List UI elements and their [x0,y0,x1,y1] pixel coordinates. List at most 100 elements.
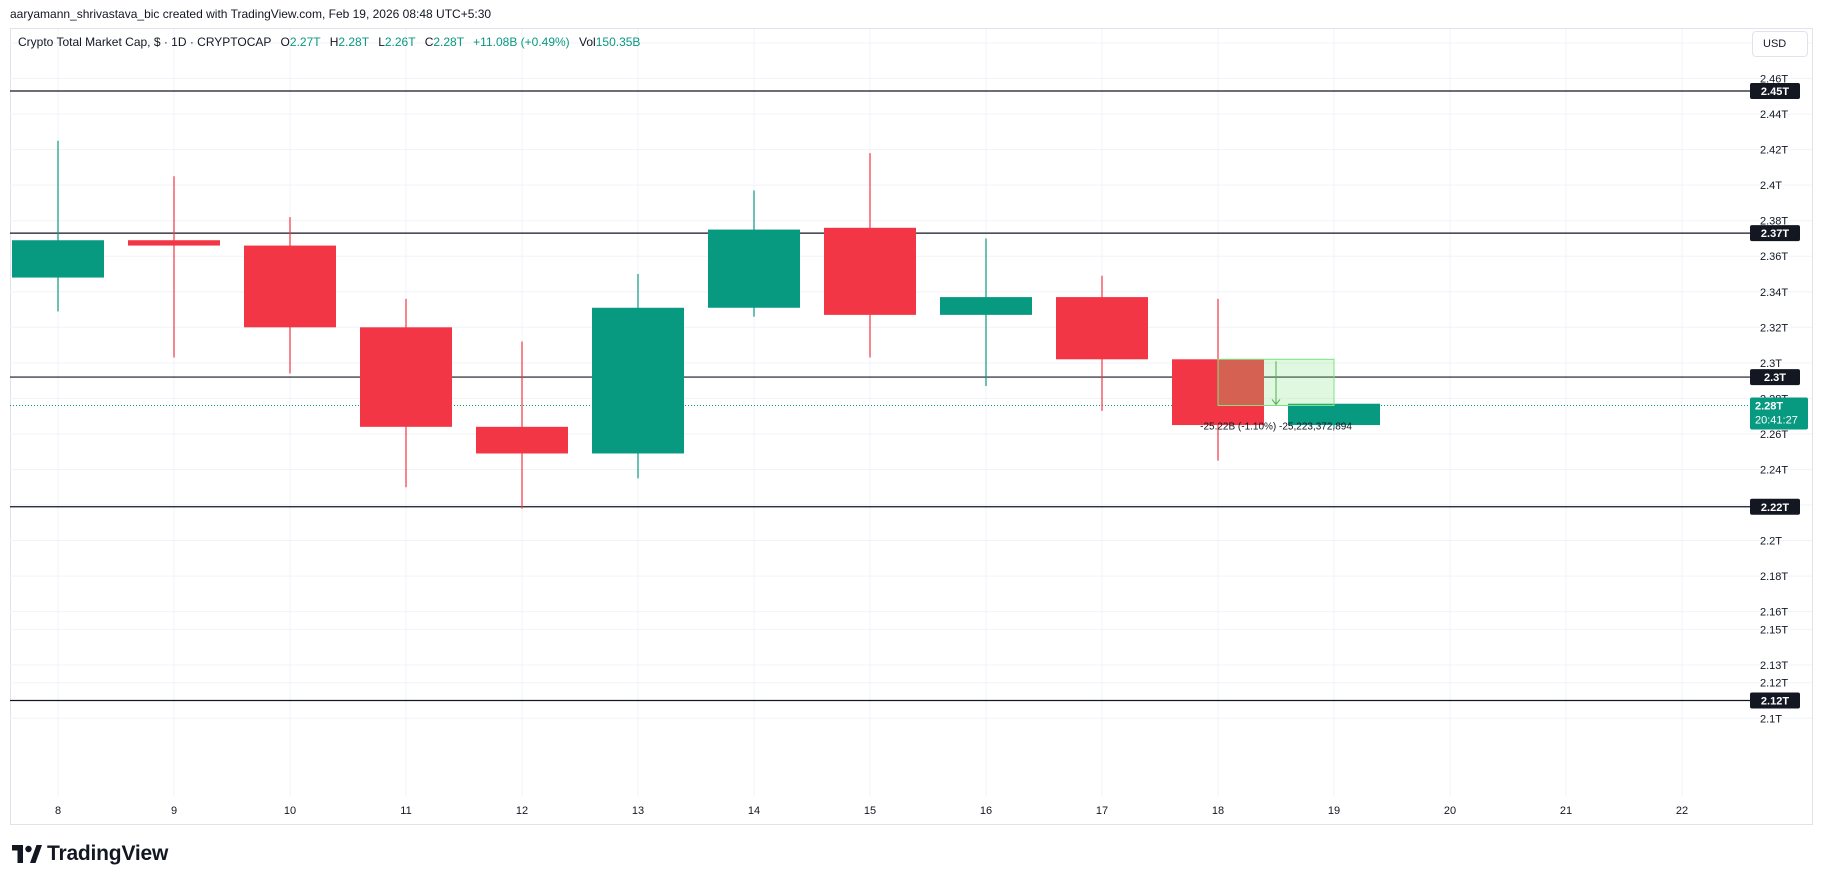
x-tick-label: 11 [400,805,411,817]
candle [1056,275,1148,411]
candle-body [1056,297,1148,360]
price-badge: 2.37T [1750,225,1800,242]
candle-body [1288,403,1380,426]
grid-layer [10,29,1812,797]
y-tick-label: 2.26T [1760,429,1788,441]
price-badge: 2.22T [1750,498,1800,515]
x-tick-label: 19 [1328,805,1340,817]
y-tick-label: 2.42T [1760,145,1788,157]
legend-low-value: 2.26T [384,35,416,49]
horizontal-lines-layer [10,90,1750,702]
price-badge: 2.3T [1750,369,1800,386]
legend-volume-value: 150.35B [595,35,641,49]
y-tick-label: 2.24T [1760,464,1788,476]
price-badge-label: 2.37T [1761,228,1789,240]
candle [940,238,1032,386]
candle [824,153,916,358]
measure-arrow-head [1271,399,1281,406]
time-axis: 8 9 10 11 12 13 14 15 16 17 18 19 20 21 22 [55,805,1688,817]
price-badge-bg [1750,225,1800,242]
x-tick-label: 14 [748,805,760,817]
chart-pane[interactable] [10,28,1813,825]
price-badge-label: 2.3T [1764,372,1786,384]
x-tick-label: 15 [864,805,876,817]
brand[interactable]: TradingView [12,842,169,865]
candle-body [940,297,1032,315]
candle-body [360,327,452,427]
price-badge-label: 2.22T [1761,502,1789,514]
legend-volume-label: Vol [579,35,596,49]
candle [128,176,220,358]
candle [244,217,336,374]
x-tick-label: 12 [516,805,528,817]
x-tick-label: 17 [1096,805,1108,817]
price-badge-bg [1750,692,1800,709]
x-tick-label: 16 [980,805,992,817]
y-tick-label: 2.18T [1760,571,1788,583]
legend-open-label: O [280,35,290,49]
measure-label: -25.22B (-1.10%) -25,223,372,894 [1200,421,1352,432]
legend-symbol: Crypto Total Market Cap, $ · 1D · CRYPTO… [18,35,272,49]
price-badge: 2.45T [1750,82,1800,99]
y-tick-label: 2.46T [1760,74,1788,86]
candle-body [244,245,336,328]
y-tick-label: 2.34T [1760,287,1788,299]
price-badge-bg [1750,82,1800,99]
measure-layer: -25.22B (-1.10%) -25,223,372,894 [1200,358,1352,432]
x-tick-label: 21 [1560,805,1572,817]
candle [708,190,800,317]
x-tick-label: 20 [1444,805,1456,817]
y-tick-label: 2.36T [1760,251,1788,263]
x-tick-label: 9 [171,805,177,817]
legend-high-label: H [329,35,339,49]
candles-layer [12,140,1380,509]
candle-body [708,229,800,308]
candle [592,274,684,479]
last-price-badge-bg [1750,397,1808,430]
candle [476,341,568,509]
y-tick-label: 2.15T [1760,624,1788,636]
y-tick-label: 2.38T [1760,216,1788,228]
legend-close-value: 2.28T [433,35,464,49]
tradingview-logo-icon [12,845,42,863]
currency-button[interactable]: USD [1752,31,1808,57]
price-badges-layer: 2.45T 2.37T 2.3T 2.22T 2.12T 2.28T 20:41:27 [1750,82,1808,709]
candle-body [476,426,568,454]
y-tick-label: 2.2T [1760,536,1782,548]
y-tick-label: 2.44T [1760,109,1788,121]
brand-name: TradingView [47,842,169,865]
candle [1288,403,1380,429]
y-tick-label: 2.4T [1760,180,1782,192]
x-tick-label: 18 [1212,805,1224,817]
candle-body [12,240,104,278]
candle [360,298,452,488]
last-price-label: 2.28T [1755,400,1783,412]
x-tick-label: 10 [284,805,296,817]
legend-close-label: C [424,35,434,49]
x-tick-label: 8 [55,805,61,817]
chart-legend: Crypto Total Market Cap, $ · 1D · CRYPTO… [18,35,640,49]
x-tick-label: 22 [1676,805,1688,817]
price-badge-bg [1750,369,1800,386]
y-tick-label: 2.1T [1760,713,1782,725]
legend-open-value: 2.27T [289,35,321,49]
y-tick-label: 2.16T [1760,607,1788,619]
legend-low-label: L [378,35,385,49]
y-tick-label: 2.32T [1760,322,1788,334]
legend-high-value: 2.28T [338,35,369,49]
last-price-countdown: 20:41:27 [1755,414,1798,426]
price-badge: 2.12T [1750,692,1800,709]
candle-body [592,307,684,454]
last-price-badge: 2.28T 20:41:27 [1750,397,1808,430]
y-tick-label: 2.13T [1760,660,1788,672]
price-badge-label: 2.45T [1761,86,1789,98]
candle-body [824,227,916,315]
chart-credit: aaryamann_shrivastava_bic created with T… [10,7,492,21]
candle [12,140,104,312]
price-badge-label: 2.12T [1761,695,1789,707]
price-badge-bg [1750,498,1800,515]
x-tick-label: 13 [632,805,644,817]
y-tick-label: 2.12T [1760,678,1788,690]
y-tick-label: 2.3T [1760,358,1782,370]
